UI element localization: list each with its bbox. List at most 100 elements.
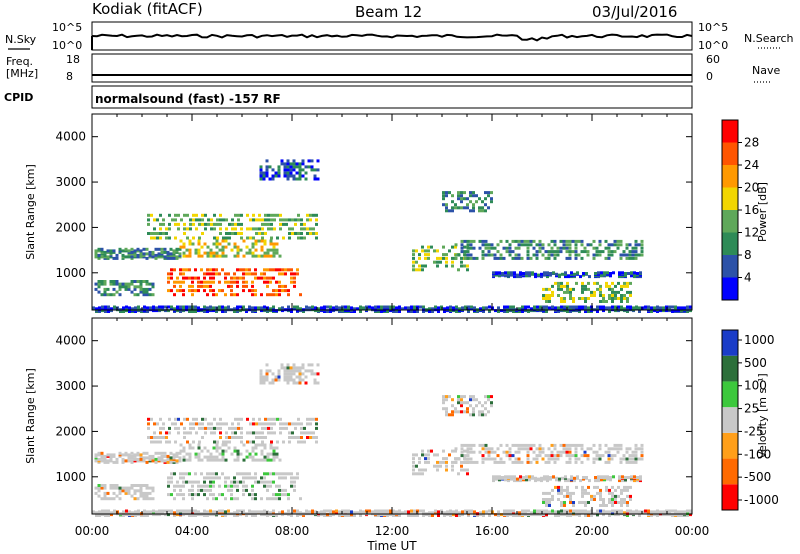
power-cell [245, 245, 249, 249]
velocity-cell [650, 514, 653, 517]
power-cell [410, 305, 413, 309]
velocity-cell [683, 510, 686, 514]
velocity-cell [610, 447, 614, 451]
velocity-cell [445, 464, 448, 468]
power-cell [513, 275, 516, 279]
velocity-cell [566, 514, 569, 517]
velocity-cell [212, 484, 215, 488]
power-cell [121, 253, 125, 257]
velocity-cell [593, 485, 596, 489]
velocity-cell [159, 440, 162, 444]
velocity-cell [159, 431, 162, 435]
power-cell [579, 275, 582, 279]
power-cell [634, 256, 638, 260]
power-cell [629, 305, 632, 309]
power-cell [251, 272, 254, 276]
power-cell [469, 256, 473, 260]
velocity-cell [463, 395, 466, 399]
velocity-cell [300, 426, 303, 430]
velocity-cell [612, 475, 615, 479]
velocity-cell [472, 413, 475, 417]
velocity-cell [296, 472, 299, 476]
power-cell [201, 218, 204, 222]
velocity-cell [505, 454, 509, 458]
velocity-cell [493, 460, 497, 464]
power-cell [578, 297, 581, 300]
power-cell [305, 305, 308, 309]
velocity-cell [542, 498, 545, 501]
power-cell [157, 247, 161, 251]
power-cell [118, 249, 122, 253]
power-cell [504, 274, 507, 278]
power-cell [221, 248, 225, 252]
power-cell [287, 305, 290, 309]
velocity-cell [627, 476, 630, 479]
power-cell [644, 305, 647, 309]
velocity-cell [556, 450, 560, 454]
velocity-cell [481, 457, 485, 461]
power-cell [427, 253, 430, 257]
power-cell [284, 272, 287, 276]
power-cell [94, 249, 98, 253]
velocity-cell [189, 431, 192, 435]
velocity-cell [100, 451, 104, 455]
velocity-cell [167, 493, 170, 497]
power-cell [188, 239, 192, 243]
power-cell [481, 239, 485, 243]
power-cell [574, 253, 578, 257]
power-cell [445, 194, 448, 198]
power-cell [212, 280, 215, 284]
velocity-cell [118, 497, 122, 501]
power-cell [152, 309, 155, 313]
velocity-cell [611, 511, 614, 515]
power-cell [562, 243, 566, 247]
velocity-cell [194, 493, 197, 497]
velocity-cell [182, 497, 185, 501]
velocity-cell [584, 501, 587, 504]
velocity-cell [559, 450, 563, 454]
velocity-colorbar-label: Velocity [m s⁻¹] [756, 373, 769, 458]
velocity-cell [595, 457, 599, 461]
power-cell [285, 222, 288, 226]
velocity-cell [268, 369, 272, 373]
power-cell [277, 168, 281, 172]
power-cell [584, 310, 587, 313]
velocity-cell [292, 366, 296, 370]
power-cell [266, 293, 269, 297]
velocity-cell [292, 381, 296, 385]
power-cell [555, 272, 558, 276]
velocity-cell [285, 426, 288, 430]
velocity-cell [323, 509, 326, 513]
power-cell [183, 213, 186, 217]
power-cell [624, 272, 627, 275]
power-cell [611, 297, 614, 300]
power-cell [270, 222, 273, 226]
power-cell [297, 213, 300, 217]
velocity-cell [153, 422, 156, 426]
velocity-cell [596, 491, 599, 495]
power-cell [310, 159, 314, 163]
velocity-cell [335, 511, 338, 515]
power-cell [623, 281, 626, 285]
power-cell [195, 227, 198, 231]
velocity-cell [168, 426, 171, 430]
velocity-cell [504, 475, 507, 479]
power-cell [545, 305, 548, 309]
velocity-cell [616, 450, 620, 454]
velocity-cell [174, 422, 177, 426]
velocity-cell [609, 476, 612, 479]
power-cell [424, 256, 427, 260]
velocity-cell [431, 511, 434, 515]
power-cell [541, 246, 545, 250]
power-cell [565, 239, 569, 243]
power-cell [298, 177, 302, 181]
power-cell [451, 256, 454, 260]
velocity-cell [309, 422, 312, 426]
power-cell [271, 168, 275, 172]
velocity-cell [625, 450, 629, 454]
velocity-cell [580, 460, 584, 464]
power-cell [272, 245, 276, 249]
power-cell [289, 162, 293, 166]
power-cell [517, 243, 521, 247]
velocity-cell [437, 514, 440, 517]
